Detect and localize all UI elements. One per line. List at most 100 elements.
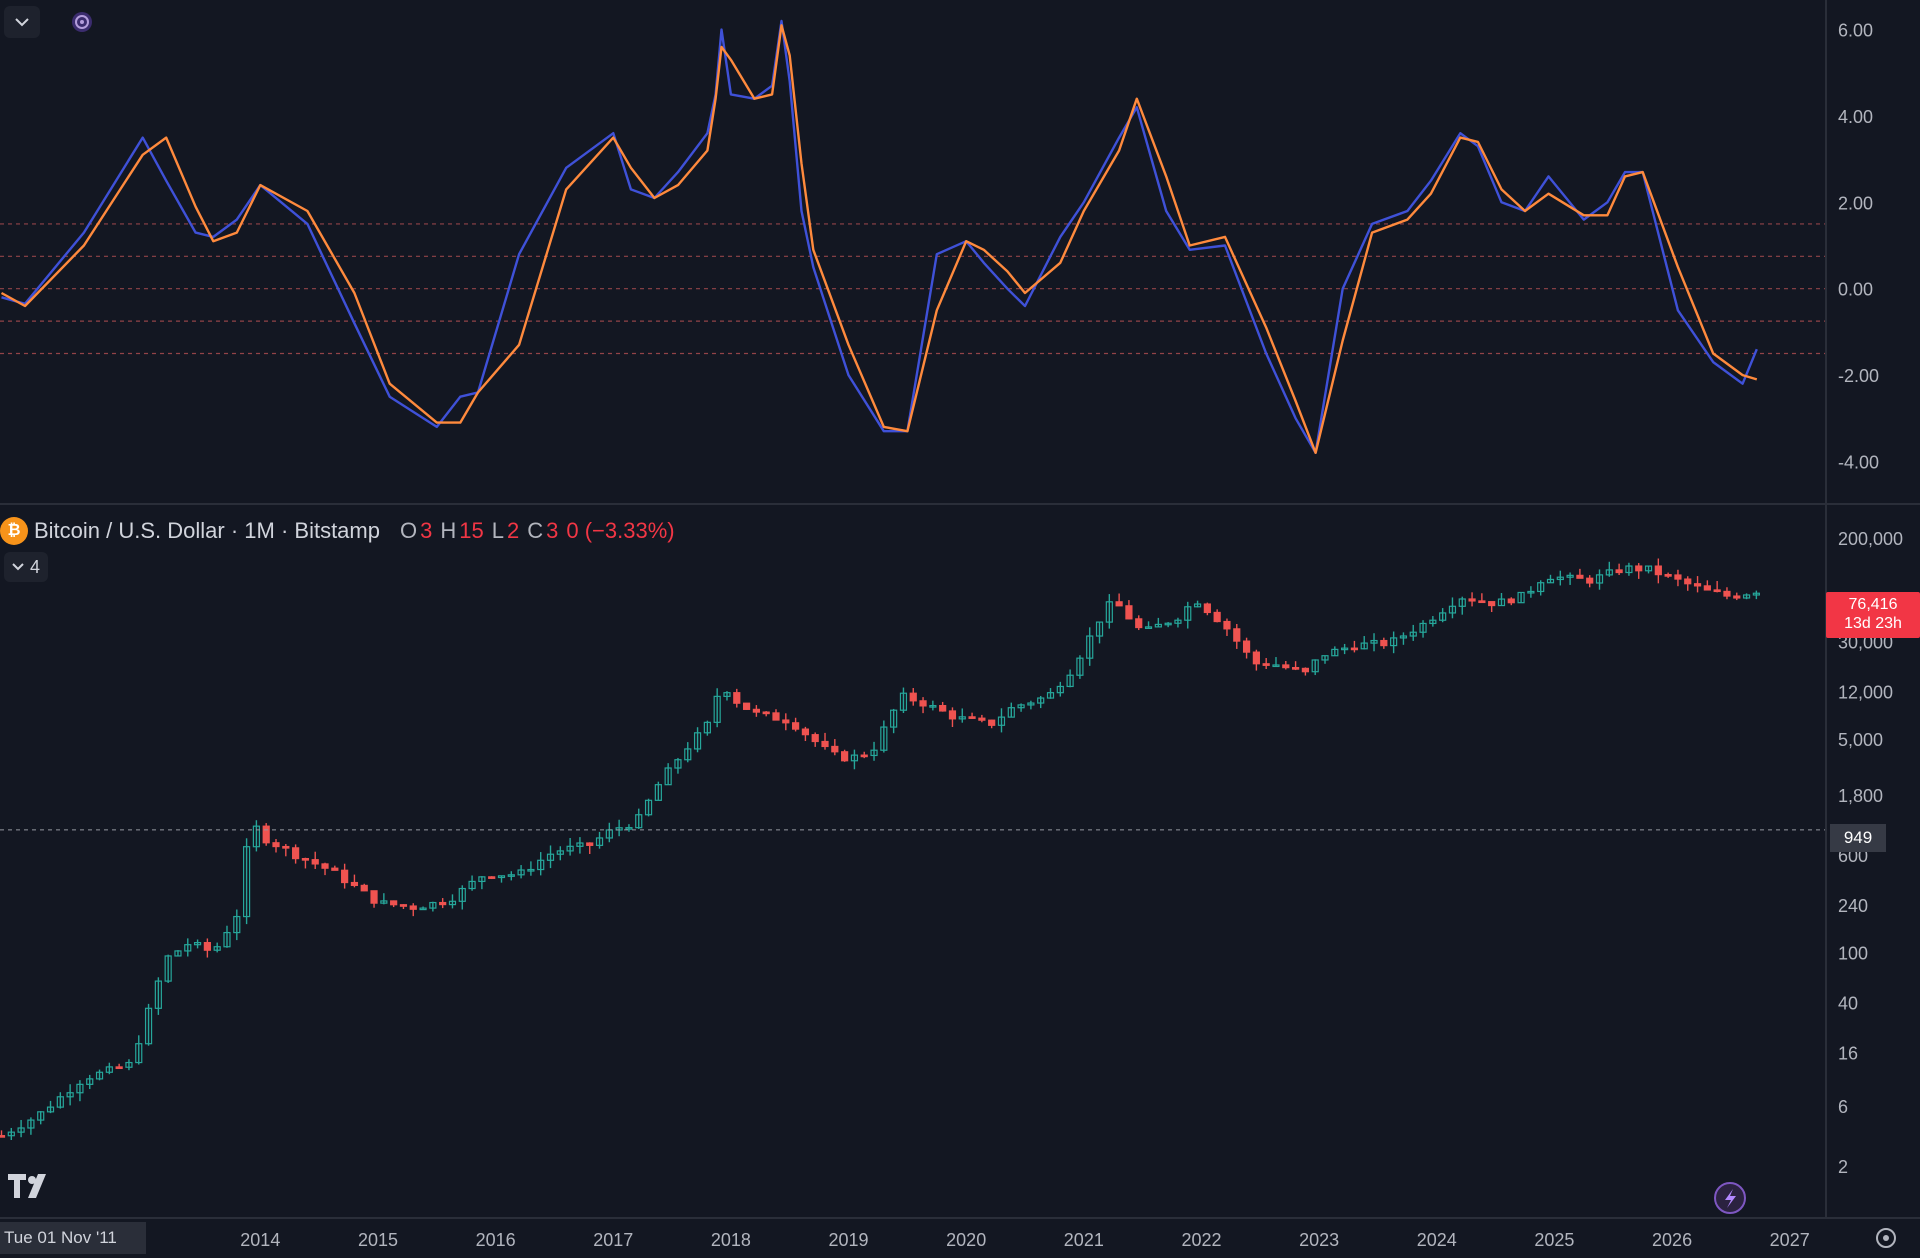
candle-body [341,869,349,884]
candle-body [831,745,839,753]
candle-body [1331,648,1339,657]
crosshair-date-label: Tue 01 Nov '11 [0,1222,146,1254]
candle-body [654,784,662,801]
candle-body [66,1092,74,1098]
indicators-toggle-button[interactable]: 4 [4,552,48,582]
candle-body [517,869,525,876]
candle-body [684,748,692,761]
candle-body [1380,639,1388,647]
candle-body [762,711,770,715]
indicator-settings-button[interactable] [66,6,98,38]
time-axis: 2014 2015 2016 2017 2018 2019 2020 2021 2022 2023… [240,1230,1809,1250]
candle-body [1066,674,1074,688]
candle-body [929,705,937,708]
candle-body [556,850,564,855]
candle-body [1429,619,1437,625]
time-axis-settings-gear-icon[interactable] [1876,1228,1896,1248]
candle-body [1693,583,1702,587]
time-axis-tick: 2018 [711,1230,751,1250]
candle-body [252,825,260,848]
candle-body [184,944,192,952]
candle-body [1027,702,1035,706]
candle-body [1056,685,1064,694]
candle-body [1595,574,1604,584]
candle-body [27,1119,35,1129]
candle-body [115,1066,123,1070]
low-label: L [491,518,504,543]
candle-body [1537,582,1545,593]
bar-countdown: 13d 23h [1844,615,1902,632]
candle-body [7,1131,15,1137]
price-axis-tick: 12,000 [1838,682,1893,702]
candle-body [1742,594,1751,599]
time-axis-tick: 2017 [593,1230,633,1250]
candle-body [350,881,359,887]
candle-body [713,695,721,723]
candle-body [1752,592,1760,596]
candle-body [56,1096,64,1108]
candle-body [1115,601,1123,607]
candle-body [105,1066,113,1073]
time-axis-tick: 2025 [1534,1230,1574,1250]
time-axis-tick: 2015 [358,1230,398,1250]
price-axis-tick: 5,000 [1838,730,1883,750]
candle-body [742,702,751,710]
open-value: 3 [420,518,433,543]
candle-body [154,980,162,1009]
time-axis-tick: 2026 [1652,1230,1692,1250]
candle-body [1497,598,1506,607]
candle-body [1037,697,1045,704]
indicator-settings-icon [72,12,92,32]
candle-body [880,726,888,751]
replay-lightning-icon[interactable] [1714,1182,1746,1214]
candle-body [978,717,986,721]
price-axis-tick: 6 [1838,1097,1848,1117]
last-price-tag: 76,416 13d 23h [1826,592,1920,638]
candle-body [566,845,574,852]
candle-body [939,705,947,712]
candle-body [507,874,515,877]
price-axis-tick: 2 [1838,1157,1848,1177]
candle-body [380,900,388,904]
candle-body [1419,622,1427,633]
price-axis-tick: 1,800 [1838,786,1883,806]
candle-body [419,907,427,911]
candle-body [782,719,790,724]
candle-body [1046,692,1055,699]
candle-body [331,867,339,871]
candle-body [988,719,996,726]
candle-body [1399,635,1408,639]
chevron-down-icon [15,18,29,27]
price-panel [0,558,1760,1141]
collapse-panel-button[interactable] [4,6,40,38]
candle-body [664,767,672,786]
candle-body [1095,621,1104,637]
candle-body [1017,704,1025,709]
candle-body [860,754,868,758]
candle-body [1252,651,1260,665]
time-axis-tick: 2016 [476,1230,516,1250]
candle-body [448,900,457,906]
high-label: H [440,518,457,543]
time-axis-tick: 2020 [946,1230,986,1250]
candle-body [311,859,319,865]
candle-body [468,880,476,890]
change-value: 0 (−3.33%) [566,518,675,543]
candle-body [841,751,849,762]
candle-body [870,749,878,757]
bitcoin-icon: ₿ [0,517,28,545]
candle-body [1233,628,1241,642]
candle-body [321,863,329,869]
oscillator-panel [0,19,1758,454]
osc-axis-tick: -4.00 [1838,452,1879,472]
symbol-title[interactable]: Bitcoin / U.S. Dollar · 1M · Bitstamp [34,518,380,543]
candle-body [850,754,859,762]
candle-body [1154,623,1162,628]
candle-body [1360,642,1368,650]
time-axis-tick: 2014 [240,1230,280,1250]
candle-body [693,732,702,750]
candle-body [1409,631,1417,637]
chevron-down-icon [12,563,24,571]
candle-body [1458,598,1466,607]
